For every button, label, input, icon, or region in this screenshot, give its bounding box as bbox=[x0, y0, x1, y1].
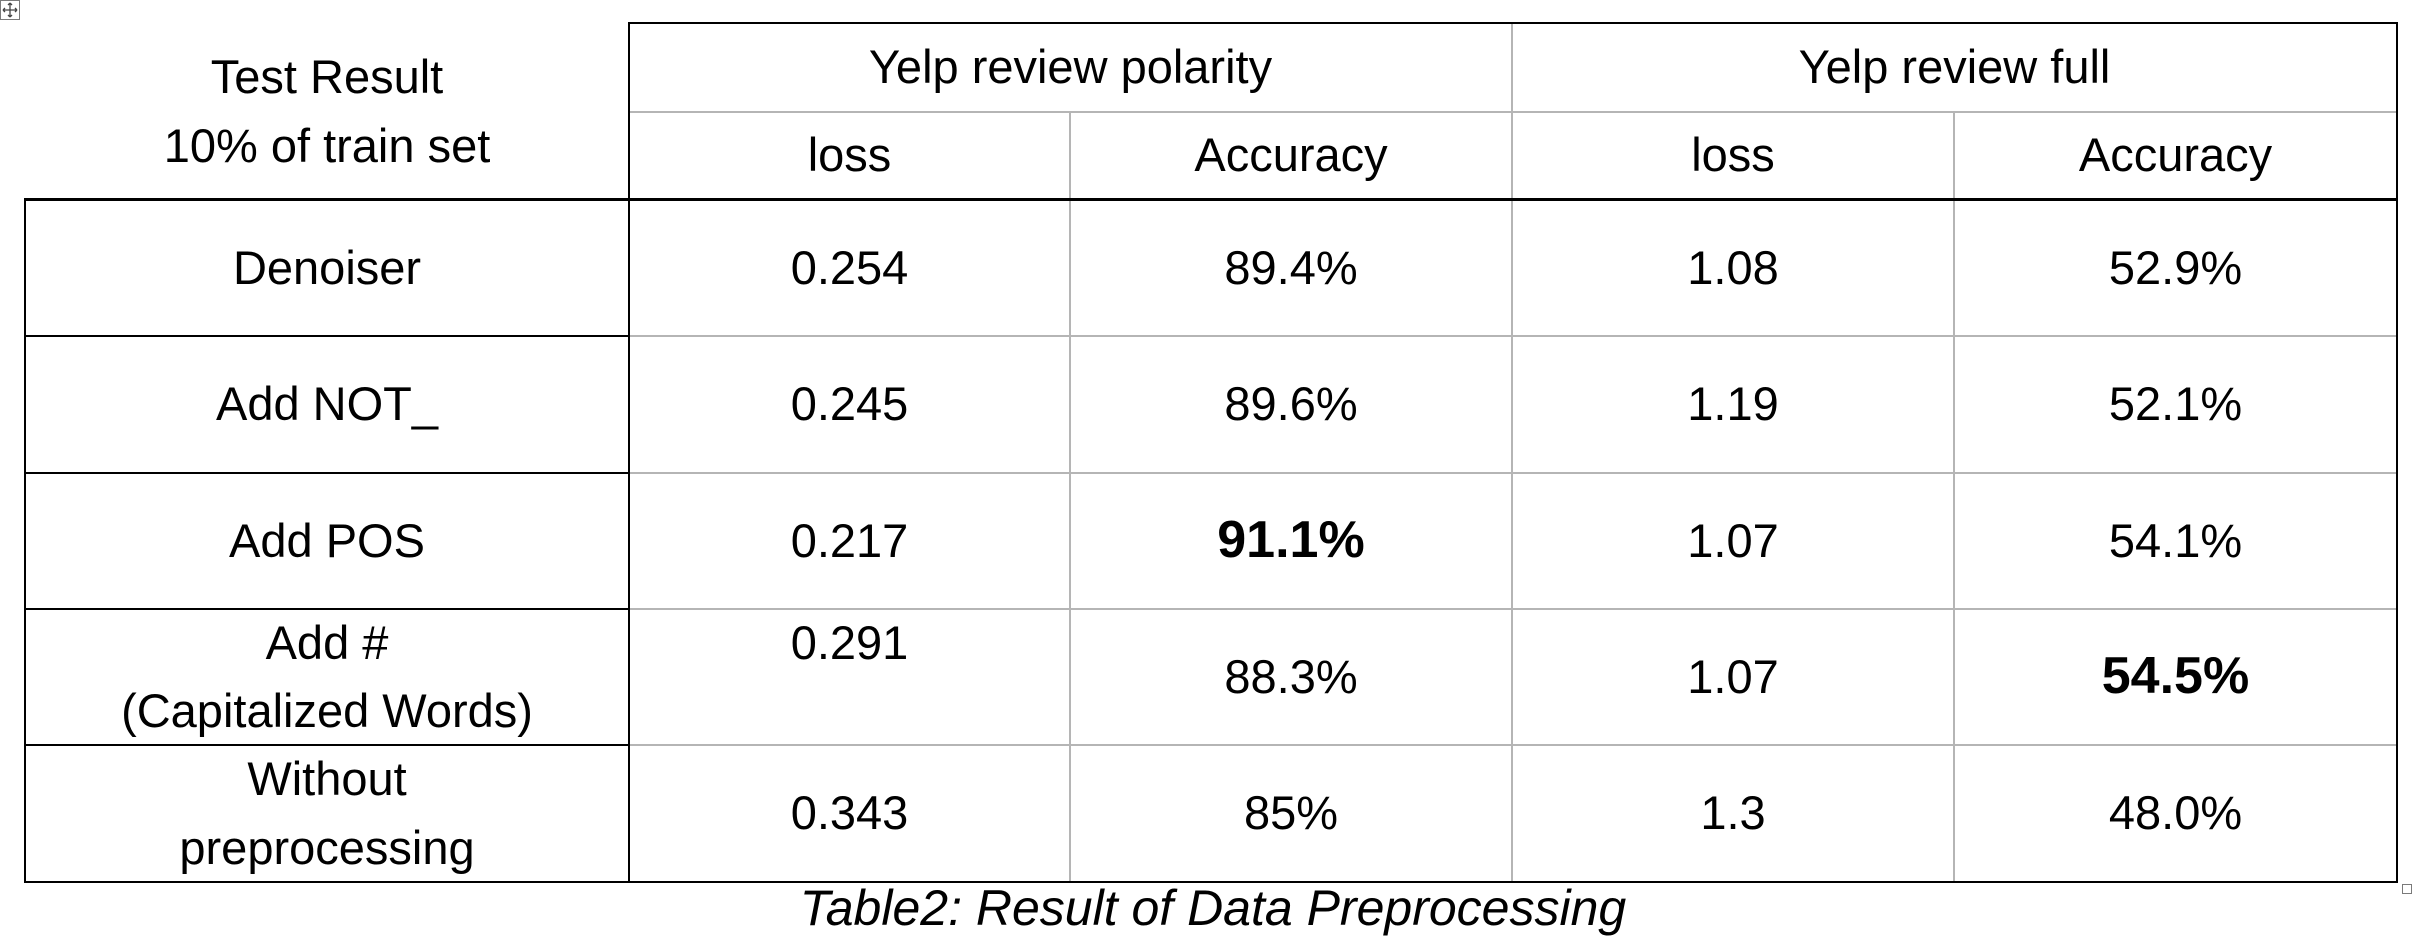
table-cell: 52.1% bbox=[2108, 377, 2243, 431]
table-border bbox=[628, 22, 2398, 24]
table-cell: 89.6% bbox=[1224, 377, 1358, 431]
row-label-line-2: preprocessing bbox=[179, 820, 475, 874]
table-caption: Table2: Result of Data Preprocessing bbox=[799, 880, 1627, 936]
table-border bbox=[2396, 22, 2398, 883]
table-cell: 54.1% bbox=[2108, 513, 2243, 567]
table-cell-best: 54.5% bbox=[2101, 647, 2250, 706]
row-label: Add POS bbox=[229, 513, 425, 567]
row-label: Add # (Capitalized Words) bbox=[25, 609, 629, 745]
table-border bbox=[24, 198, 2398, 201]
table-cell: 89.4% bbox=[1224, 240, 1358, 294]
table-cell: 1.08 bbox=[1687, 240, 1779, 294]
grid-line bbox=[1511, 23, 1513, 882]
table-cell: 0.217 bbox=[790, 513, 909, 567]
table-move-handle-icon[interactable] bbox=[0, 0, 20, 20]
corner-header-line-2: 10% of train set bbox=[163, 118, 491, 172]
table-border bbox=[24, 198, 26, 883]
table-border bbox=[24, 335, 630, 337]
group-header-polarity: Yelp review polarity bbox=[868, 39, 1273, 93]
row-label-line-1: Without bbox=[247, 752, 407, 806]
table-cell: 1.07 bbox=[1687, 649, 1779, 703]
table-border bbox=[24, 881, 2398, 883]
table-cell: 1.07 bbox=[1687, 513, 1779, 567]
table-border bbox=[628, 22, 630, 883]
table-cell: 88.3% bbox=[1224, 649, 1358, 703]
table-border bbox=[24, 744, 630, 746]
corner-header: Test Result 10% of train set bbox=[25, 23, 629, 200]
grid-line bbox=[629, 111, 2397, 113]
column-header-loss: loss bbox=[807, 128, 892, 182]
table-cell: 52.9% bbox=[2108, 240, 2243, 294]
grid-line bbox=[629, 335, 2397, 337]
column-header-accuracy: Accuracy bbox=[1194, 128, 1388, 182]
row-label-line-1: Add # bbox=[265, 615, 389, 669]
table-cell: 85% bbox=[1243, 786, 1339, 840]
row-label: Without preprocessing bbox=[25, 745, 629, 882]
table-cell: 0.291 bbox=[790, 616, 909, 669]
column-header-accuracy: Accuracy bbox=[2078, 128, 2273, 182]
row-label-line-2: (Capitalized Words) bbox=[121, 684, 533, 737]
table-cell: 0.343 bbox=[790, 786, 909, 840]
grid-line bbox=[629, 472, 2397, 474]
grid-line bbox=[1069, 111, 1071, 882]
grid-line bbox=[629, 744, 2397, 746]
row-label: Denoiser bbox=[232, 240, 422, 294]
group-header-full: Yelp review full bbox=[1798, 39, 2111, 93]
row-label: Add NOT_ bbox=[215, 377, 439, 431]
grid-line bbox=[1953, 111, 1955, 882]
table-cell: 1.19 bbox=[1687, 377, 1779, 431]
table-cell: 1.3 bbox=[1700, 786, 1766, 840]
table-border bbox=[24, 472, 630, 474]
table-cell-best: 91.1% bbox=[1217, 511, 1365, 570]
table-resize-handle[interactable] bbox=[2402, 884, 2412, 894]
table-cell: 0.245 bbox=[790, 377, 909, 431]
column-header-loss: loss bbox=[1691, 128, 1775, 182]
table-cell: 0.254 bbox=[790, 240, 909, 294]
table-cell: 48.0% bbox=[2108, 786, 2243, 840]
table-border bbox=[24, 608, 630, 610]
corner-header-line-1: Test Result bbox=[210, 50, 444, 104]
grid-line bbox=[629, 608, 2397, 610]
